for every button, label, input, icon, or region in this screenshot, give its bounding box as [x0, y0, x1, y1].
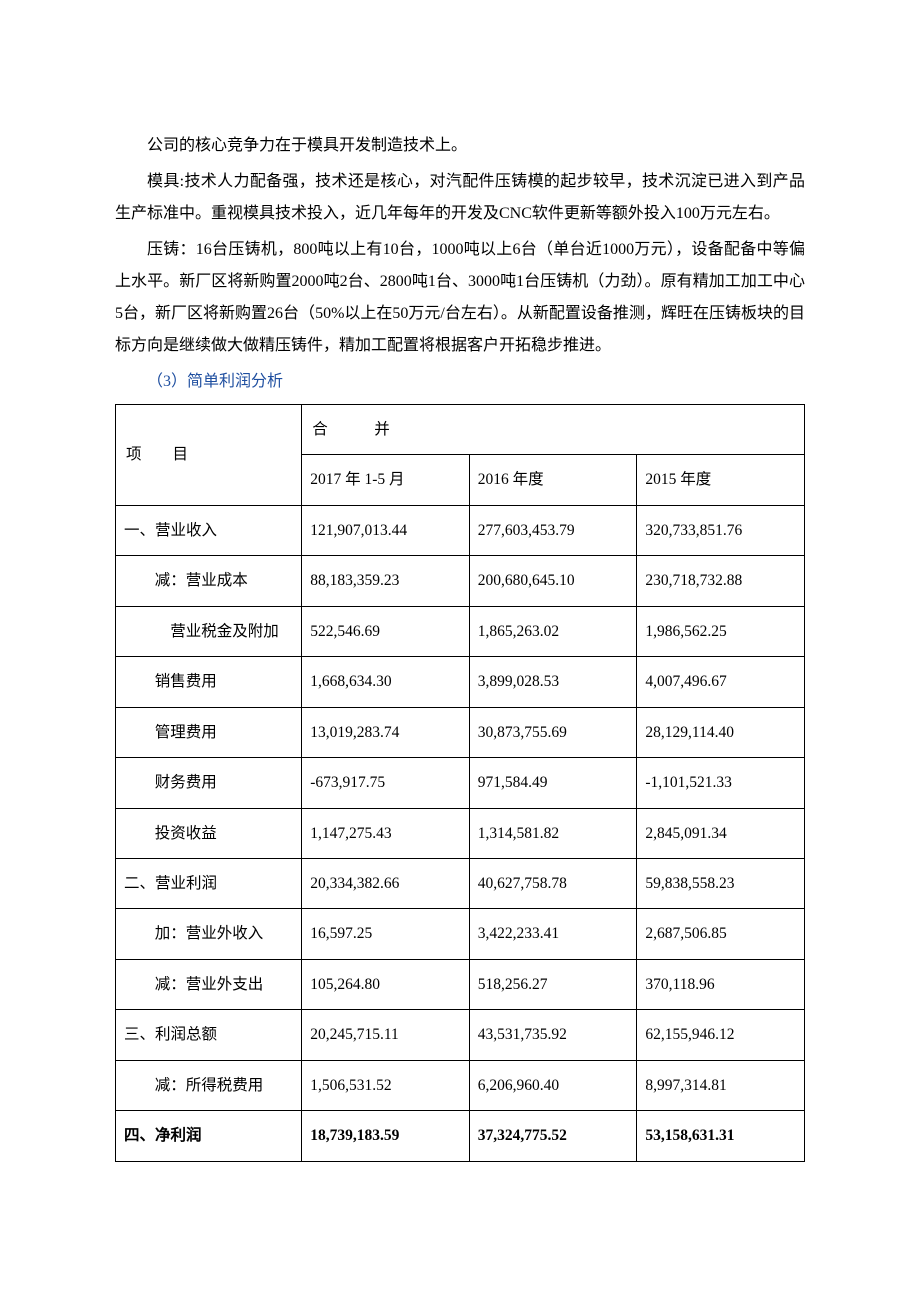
row-value: 88,183,359.23	[302, 556, 470, 606]
row-label: 财务费用	[116, 758, 302, 808]
row-label: 管理费用	[116, 707, 302, 757]
table-row: 加：营业外收入16,597.253,422,233.412,687,506.85	[116, 909, 805, 959]
table-row: 减：营业外支出105,264.80518,256.27370,118.96	[116, 959, 805, 1009]
profit-analysis-table: 项 目 合 并 2017 年 1-5 月 2016 年度 2015 年度 一、营…	[115, 404, 805, 1162]
table-row: 二、营业利润20,334,382.6640,627,758.7859,838,5…	[116, 858, 805, 908]
row-value: 59,838,558.23	[637, 858, 805, 908]
header-period-2: 2016 年度	[469, 455, 637, 505]
row-value: 8,997,314.81	[637, 1060, 805, 1110]
table-row: 减：营业成本88,183,359.23200,680,645.10230,718…	[116, 556, 805, 606]
table-row: 减：所得税费用1,506,531.526,206,960.408,997,314…	[116, 1060, 805, 1110]
row-value: 3,422,233.41	[469, 909, 637, 959]
paragraph-3: 压铸：16台压铸机，800吨以上有10台，1000吨以上6台（单台近1000万元…	[115, 234, 805, 362]
table-row: 销售费用1,668,634.303,899,028.534,007,496.67	[116, 657, 805, 707]
row-value: 1,506,531.52	[302, 1060, 470, 1110]
row-value: 2,845,091.34	[637, 808, 805, 858]
row-value: 6,206,960.40	[469, 1060, 637, 1110]
row-label: 三、利润总额	[116, 1010, 302, 1060]
header-item: 项 目	[116, 405, 302, 506]
row-label: 四、净利润	[116, 1111, 302, 1161]
row-value: 971,584.49	[469, 758, 637, 808]
row-label: 减：所得税费用	[116, 1060, 302, 1110]
table-row: 财务费用-673,917.75971,584.49-1,101,521.33	[116, 758, 805, 808]
row-label: 加：营业外收入	[116, 909, 302, 959]
table-row: 三、利润总额20,245,715.1143,531,735.9262,155,9…	[116, 1010, 805, 1060]
table-row: 一、营业收入121,907,013.44277,603,453.79320,73…	[116, 505, 805, 555]
table-row: 投资收益1,147,275.431,314,581.822,845,091.34	[116, 808, 805, 858]
row-value: 230,718,732.88	[637, 556, 805, 606]
row-value: 320,733,851.76	[637, 505, 805, 555]
row-value: 105,264.80	[302, 959, 470, 1009]
row-value: 200,680,645.10	[469, 556, 637, 606]
row-label: 营业税金及附加	[116, 606, 302, 656]
row-value: -1,101,521.33	[637, 758, 805, 808]
row-value: 4,007,496.67	[637, 657, 805, 707]
row-value: 121,907,013.44	[302, 505, 470, 555]
paragraph-1: 公司的核心竞争力在于模具开发制造技术上。	[115, 130, 805, 162]
document-page: 公司的核心竞争力在于模具开发制造技术上。 模具:技术人力配备强，技术还是核心，对…	[0, 0, 920, 1242]
row-value: 277,603,453.79	[469, 505, 637, 555]
row-value: 1,314,581.82	[469, 808, 637, 858]
row-value: 40,627,758.78	[469, 858, 637, 908]
row-value: 43,531,735.92	[469, 1010, 637, 1060]
row-value: 522,546.69	[302, 606, 470, 656]
table-row: 四、净利润18,739,183.5937,324,775.5253,158,63…	[116, 1111, 805, 1161]
row-value: 1,865,263.02	[469, 606, 637, 656]
row-value: 16,597.25	[302, 909, 470, 959]
row-value: 18,739,183.59	[302, 1111, 470, 1161]
row-label: 销售费用	[116, 657, 302, 707]
row-value: 13,019,283.74	[302, 707, 470, 757]
row-label: 减：营业外支出	[116, 959, 302, 1009]
paragraph-2: 模具:技术人力配备强，技术还是核心，对汽配件压铸模的起步较早，技术沉淀已进入到产…	[115, 166, 805, 230]
table-header-row-1: 项 目 合 并	[116, 405, 805, 455]
row-value: 3,899,028.53	[469, 657, 637, 707]
row-value: 20,334,382.66	[302, 858, 470, 908]
row-label: 一、营业收入	[116, 505, 302, 555]
row-value: 20,245,715.11	[302, 1010, 470, 1060]
row-value: 2,687,506.85	[637, 909, 805, 959]
header-merge: 合 并	[302, 405, 805, 455]
row-value: 1,147,275.43	[302, 808, 470, 858]
header-period-1: 2017 年 1-5 月	[302, 455, 470, 505]
row-value: 30,873,755.69	[469, 707, 637, 757]
row-value: 28,129,114.40	[637, 707, 805, 757]
header-period-3: 2015 年度	[637, 455, 805, 505]
row-value: 370,118.96	[637, 959, 805, 1009]
row-value: 62,155,946.12	[637, 1010, 805, 1060]
row-value: 53,158,631.31	[637, 1111, 805, 1161]
row-value: 518,256.27	[469, 959, 637, 1009]
row-value: 1,668,634.30	[302, 657, 470, 707]
row-value: -673,917.75	[302, 758, 470, 808]
row-value: 1,986,562.25	[637, 606, 805, 656]
row-label: 二、营业利润	[116, 858, 302, 908]
row-label: 投资收益	[116, 808, 302, 858]
paragraph-4-heading: （3）简单利润分析	[115, 366, 805, 398]
row-value: 37,324,775.52	[469, 1111, 637, 1161]
table-row: 管理费用13,019,283.7430,873,755.6928,129,114…	[116, 707, 805, 757]
table-body: 项 目 合 并 2017 年 1-5 月 2016 年度 2015 年度 一、营…	[116, 405, 805, 1162]
table-row: 营业税金及附加522,546.691,865,263.021,986,562.2…	[116, 606, 805, 656]
row-label: 减：营业成本	[116, 556, 302, 606]
